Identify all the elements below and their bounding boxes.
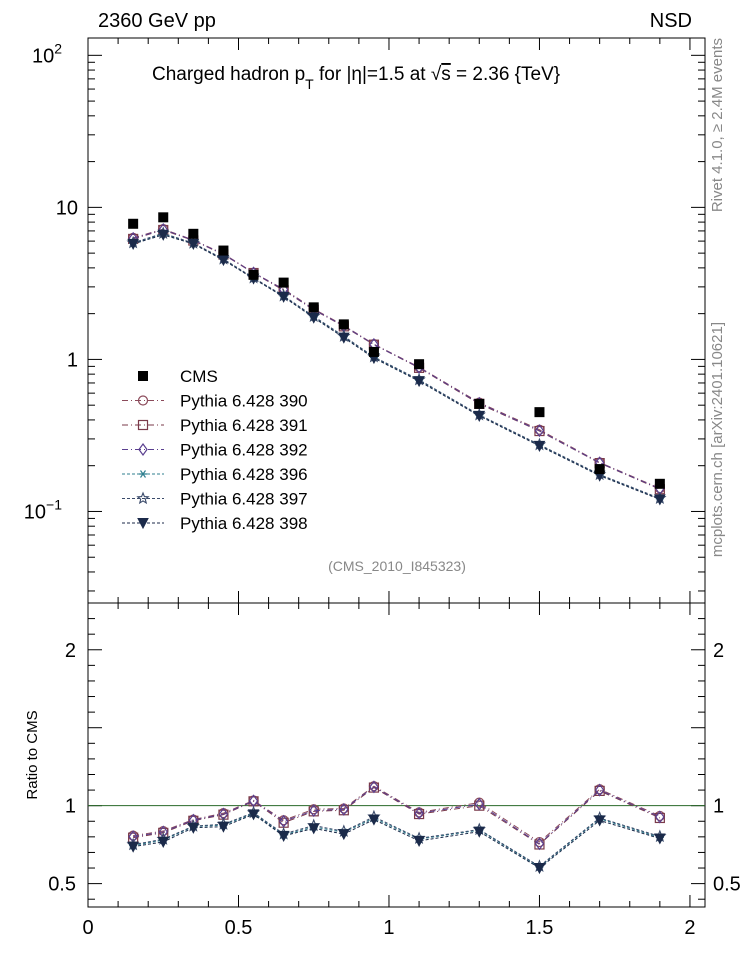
cms-data-point (474, 398, 485, 409)
cms-data-point (308, 302, 319, 313)
ratio-point-pythia-6-428-392 (369, 780, 379, 794)
series-line-pythia-6-428-398 (133, 234, 661, 500)
ratio-point-pythia-6-428-398 (247, 809, 260, 821)
ratio-point-pythia-6-428-398 (654, 833, 666, 845)
series-point-pythia-6-428-398 (338, 332, 350, 344)
ratio-point-pythia-6-428-392 (594, 783, 605, 797)
series-point-pythia-6-428-398 (307, 312, 320, 324)
series-point-pythia-6-428-398 (127, 238, 139, 250)
legend-label-pythia-6-428-396: Pythia 6.428 396 (180, 465, 308, 484)
ratio-point-pythia-6-428-392 (655, 810, 665, 824)
ratio-y-tick-label: 2 (65, 640, 76, 662)
rivet-version-label: Rivet 4.1.0, ≥ 2.4M events (709, 38, 726, 212)
cms-data-point (338, 319, 349, 330)
series-point-pythia-6-428-398 (187, 238, 200, 250)
x-tick-label: 1 (383, 917, 394, 939)
legend-marker-cms (138, 371, 148, 381)
ratio-point-pythia-6-428-398 (307, 823, 320, 835)
main-y-tick-label: 10 (56, 197, 78, 219)
legend-marker-pythia-6-428-392 (138, 442, 148, 457)
ratio-plot-frame (87, 602, 706, 908)
legend-label-pythia-6-428-397: Pythia 6.428 397 (180, 490, 308, 509)
series-line-pythia-6-428-397 (133, 232, 661, 499)
cms-data-point (278, 277, 289, 288)
legend-marker-pythia-6-428-396 (139, 470, 147, 478)
ratio-point-pythia-6-428-398 (127, 841, 139, 853)
legend: CMS Pythia 6.428 390 Pythia 6.428 391 Pythi… (122, 367, 308, 533)
axis-tick-labels: 0 0.5 1 1.5 2 102 10 1 10−1 0.5 0.5 1 1 2 2 (24, 40, 741, 939)
x-tick-label: 2 (684, 917, 695, 939)
ratio-point-pythia-6-428-392 (308, 804, 319, 818)
cms-data-point (414, 359, 425, 370)
legend-marker-pythia-6-428-391 (137, 419, 149, 431)
series-point-pythia-6-428-398 (277, 291, 290, 303)
ratio-y-tick-label-right: 1 (713, 796, 724, 818)
ratio-y-axis-label: Ratio to CMS (24, 710, 41, 799)
legend-label-pythia-6-428-398: Pythia 6.428 398 (180, 514, 308, 533)
ratio-y-tick-label: 0.5 (48, 874, 76, 896)
ratio-point-pythia-6-428-398 (217, 821, 230, 833)
legend-marker-pythia-6-428-398 (137, 518, 149, 530)
ratio-point-pythia-6-428-392 (339, 802, 349, 816)
series-point-pythia-6-428-398 (533, 440, 546, 452)
series-point-pythia-6-428-398 (473, 410, 486, 422)
cms-data-layer (128, 212, 665, 489)
series-line-pythia-6-428-392 (133, 228, 661, 490)
ratio-y-tick-label-right: 0.5 (713, 874, 741, 896)
ratio-point-pythia-6-428-392 (278, 814, 289, 828)
legend-marker-pythia-6-428-390 (137, 395, 149, 406)
ratio-y-tick-label: 1 (65, 796, 76, 818)
cms-data-point (594, 464, 605, 475)
cms-data-point (248, 269, 259, 280)
cms-data-point (128, 218, 139, 229)
ratio-line-pythia-6-428-397 (133, 812, 660, 867)
ratio-line-pythia-6-428-396 (133, 812, 660, 868)
ratio-point-pythia-6-428-398 (187, 822, 200, 834)
ratio-point-pythia-6-428-392 (534, 837, 545, 851)
main-y-tick-label: 1 (67, 349, 78, 371)
axis-ticks (87, 38, 705, 907)
ratio-point-pythia-6-428-398 (413, 835, 425, 847)
chart-title: Charged hadron pT for |η|=1.5 at √s = 2.… (152, 64, 560, 92)
series-point-pythia-6-428-398 (157, 229, 170, 241)
header-energy-label: 2360 GeV pp (98, 10, 216, 32)
series-point-pythia-6-428-392 (534, 424, 545, 438)
series-point-pythia-6-428-398 (413, 376, 425, 388)
x-tick-label: 0 (82, 917, 93, 939)
ratio-line-pythia-6-428-398 (133, 813, 660, 869)
main-y-tick-label: 10−1 (24, 496, 62, 523)
series-point-pythia-6-428-398 (654, 494, 666, 506)
ratio-point-pythia-6-428-398 (277, 830, 290, 842)
cms-data-point (188, 228, 199, 239)
mcplots-label: mcplots.cern.ch [arXiv:2401.10621] (709, 322, 726, 557)
ratio-point-pythia-6-428-398 (533, 863, 546, 875)
legend-label-pythia-6-428-392: Pythia 6.428 392 (180, 441, 308, 460)
legend-marker-pythia-6-428-397 (136, 491, 150, 505)
x-tick-label: 1.5 (526, 917, 554, 939)
header-process-label: NSD (650, 10, 692, 32)
analysis-label: (CMS_2010_I845323) (328, 558, 466, 574)
ratio-point-pythia-6-428-398 (338, 829, 350, 841)
ratio-point-pythia-6-428-398 (593, 815, 606, 827)
main-y-tick-label: 102 (32, 40, 62, 67)
cms-data-point (534, 407, 545, 418)
series-point-pythia-6-428-398 (217, 255, 230, 267)
ratio-y-tick-label-right: 2 (713, 640, 724, 662)
cms-data-point (218, 245, 229, 256)
ratio-line-pythia-6-428-392 (133, 786, 661, 845)
series-layer (126, 223, 667, 875)
legend-label-cms: CMS (180, 367, 218, 386)
ratio-point-pythia-6-428-392 (414, 806, 424, 820)
cms-data-point (368, 346, 379, 357)
cms-data-point (654, 478, 665, 489)
ratio-point-pythia-6-428-398 (473, 826, 486, 838)
x-tick-label: 0.5 (225, 917, 253, 939)
legend-label-pythia-6-428-390: Pythia 6.428 390 (180, 392, 308, 411)
ratio-point-pythia-6-428-398 (368, 814, 380, 826)
cms-data-point (158, 212, 169, 223)
ratio-point-pythia-6-428-392 (474, 797, 485, 811)
ratio-point-pythia-6-428-398 (157, 836, 170, 848)
legend-label-pythia-6-428-391: Pythia 6.428 391 (180, 416, 308, 435)
